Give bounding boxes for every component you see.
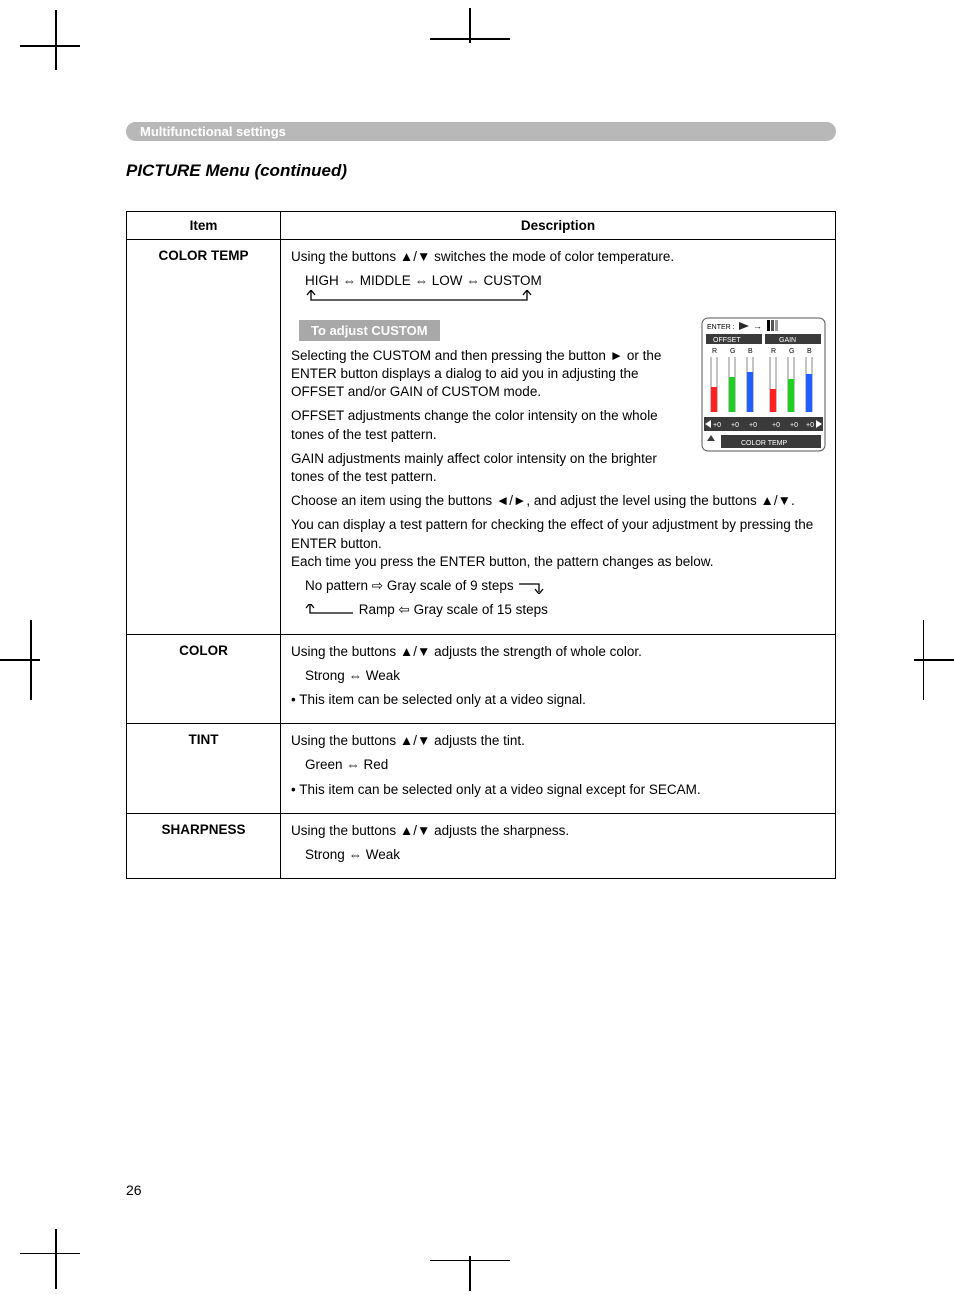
svg-text:+0: +0 bbox=[749, 422, 757, 429]
desc-color: Using the buttons ▲/▼ adjusts the streng… bbox=[281, 634, 836, 724]
svg-text:+0: +0 bbox=[772, 422, 780, 429]
crop-mark-bm bbox=[430, 1241, 510, 1291]
picture-menu-table: Item Description COLOR TEMP Using the bu… bbox=[126, 211, 836, 879]
text: adjusts the strength of whole color. bbox=[430, 644, 642, 659]
diagram-offset-label: OFFSET bbox=[713, 337, 741, 344]
desc-sharpness: Using the buttons ▲/▼ adjusts the sharpn… bbox=[281, 813, 836, 878]
svg-text:B: B bbox=[807, 348, 812, 355]
crop-mark-tl bbox=[20, 10, 100, 90]
loop-up-icon bbox=[305, 604, 355, 618]
table-row: COLOR TEMP Using the buttons ▲/▼ switche… bbox=[127, 240, 836, 635]
updown-icon: ▲/▼ bbox=[761, 493, 791, 508]
table-row: COLOR Using the buttons ▲/▼ adjusts the … bbox=[127, 634, 836, 724]
svg-text:B: B bbox=[748, 348, 753, 355]
crop-mark-mr bbox=[904, 620, 954, 700]
diagram-gain-label: GAIN bbox=[779, 337, 796, 344]
pattern-seq-1: No pattern ⇨ Gray scale of 9 steps bbox=[305, 578, 514, 593]
page-title: PICTURE Menu (continued) bbox=[126, 161, 836, 181]
desc-color-temp: Using the buttons ▲/▼ switches the mode … bbox=[281, 240, 836, 635]
page-number: 26 bbox=[126, 1182, 142, 1198]
text: You can display a test pattern for check… bbox=[291, 516, 825, 571]
note-text: • This item can be selected only at a vi… bbox=[291, 781, 825, 799]
svg-text:+0: +0 bbox=[713, 422, 721, 429]
text: adjusts the sharpness. bbox=[430, 823, 569, 838]
svg-text:→: → bbox=[753, 321, 762, 331]
diagram-footer: COLOR TEMP bbox=[741, 440, 787, 447]
svg-text:+0: +0 bbox=[731, 422, 739, 429]
pattern-seq-2: Ramp ⇦ Gray scale of 15 steps bbox=[359, 602, 548, 617]
cycle-text: Strong ⇔ Weak bbox=[291, 667, 825, 685]
item-sharpness: SHARPNESS bbox=[127, 813, 281, 878]
updown-icon: ▲/▼ bbox=[400, 644, 430, 659]
text: Choose an item using the buttons bbox=[291, 493, 496, 508]
right-icon: ► bbox=[610, 348, 623, 363]
svg-text:R: R bbox=[771, 348, 776, 355]
text: adjusts the tint. bbox=[430, 733, 525, 748]
diagram-enter-label: ENTER : bbox=[707, 324, 735, 331]
loop-down-icon bbox=[517, 580, 545, 594]
desc-tint: Using the buttons ▲/▼ adjusts the tint. … bbox=[281, 724, 836, 814]
table-row: TINT Using the buttons ▲/▼ adjusts the t… bbox=[127, 724, 836, 814]
crop-mark-tm bbox=[430, 8, 510, 58]
text: switches the mode of color temperature. bbox=[430, 249, 674, 264]
leftright-icon: ◄/► bbox=[496, 493, 526, 508]
table-row: SHARPNESS Using the buttons ▲/▼ adjusts … bbox=[127, 813, 836, 878]
text: , and adjust the level using the buttons bbox=[526, 493, 760, 508]
text: Using the buttons bbox=[291, 823, 400, 838]
color-temp-diagram: ENTER : → OFFSET GAIN R G bbox=[700, 316, 825, 456]
text: Using the buttons bbox=[291, 249, 400, 264]
cycle-arrow-icon bbox=[305, 290, 535, 304]
updown-icon: ▲/▼ bbox=[400, 249, 430, 264]
updown-icon: ▲/▼ bbox=[400, 733, 430, 748]
svg-text:G: G bbox=[730, 348, 735, 355]
crop-mark-bl bbox=[20, 1209, 100, 1289]
text: Using the buttons bbox=[291, 644, 400, 659]
note-text: • This item can be selected only at a vi… bbox=[291, 691, 825, 709]
text: Selecting the CUSTOM and then pressing t… bbox=[291, 348, 610, 363]
mode-cycle: HIGH ⇔ MIDDLE ⇔ LOW ⇔ CUSTOM bbox=[305, 273, 542, 288]
item-tint: TINT bbox=[127, 724, 281, 814]
section-pill: Multifunctional settings bbox=[126, 122, 836, 141]
crop-mark-ml bbox=[0, 620, 50, 700]
svg-text:R: R bbox=[712, 348, 717, 355]
subhead-adjust-custom: To adjust CUSTOM bbox=[299, 320, 440, 341]
updown-icon: ▲/▼ bbox=[400, 823, 430, 838]
col-header-description: Description bbox=[281, 212, 836, 240]
text: . bbox=[791, 493, 795, 508]
cycle-text: Strong ⇔ Weak bbox=[291, 846, 825, 864]
col-header-item: Item bbox=[127, 212, 281, 240]
svg-text:+0: +0 bbox=[806, 422, 814, 429]
item-color-temp: COLOR TEMP bbox=[127, 240, 281, 635]
text: Using the buttons bbox=[291, 733, 400, 748]
cycle-text: Green ⇔ Red bbox=[291, 756, 825, 774]
svg-text:+0: +0 bbox=[790, 422, 798, 429]
svg-text:G: G bbox=[789, 348, 794, 355]
item-color: COLOR bbox=[127, 634, 281, 724]
